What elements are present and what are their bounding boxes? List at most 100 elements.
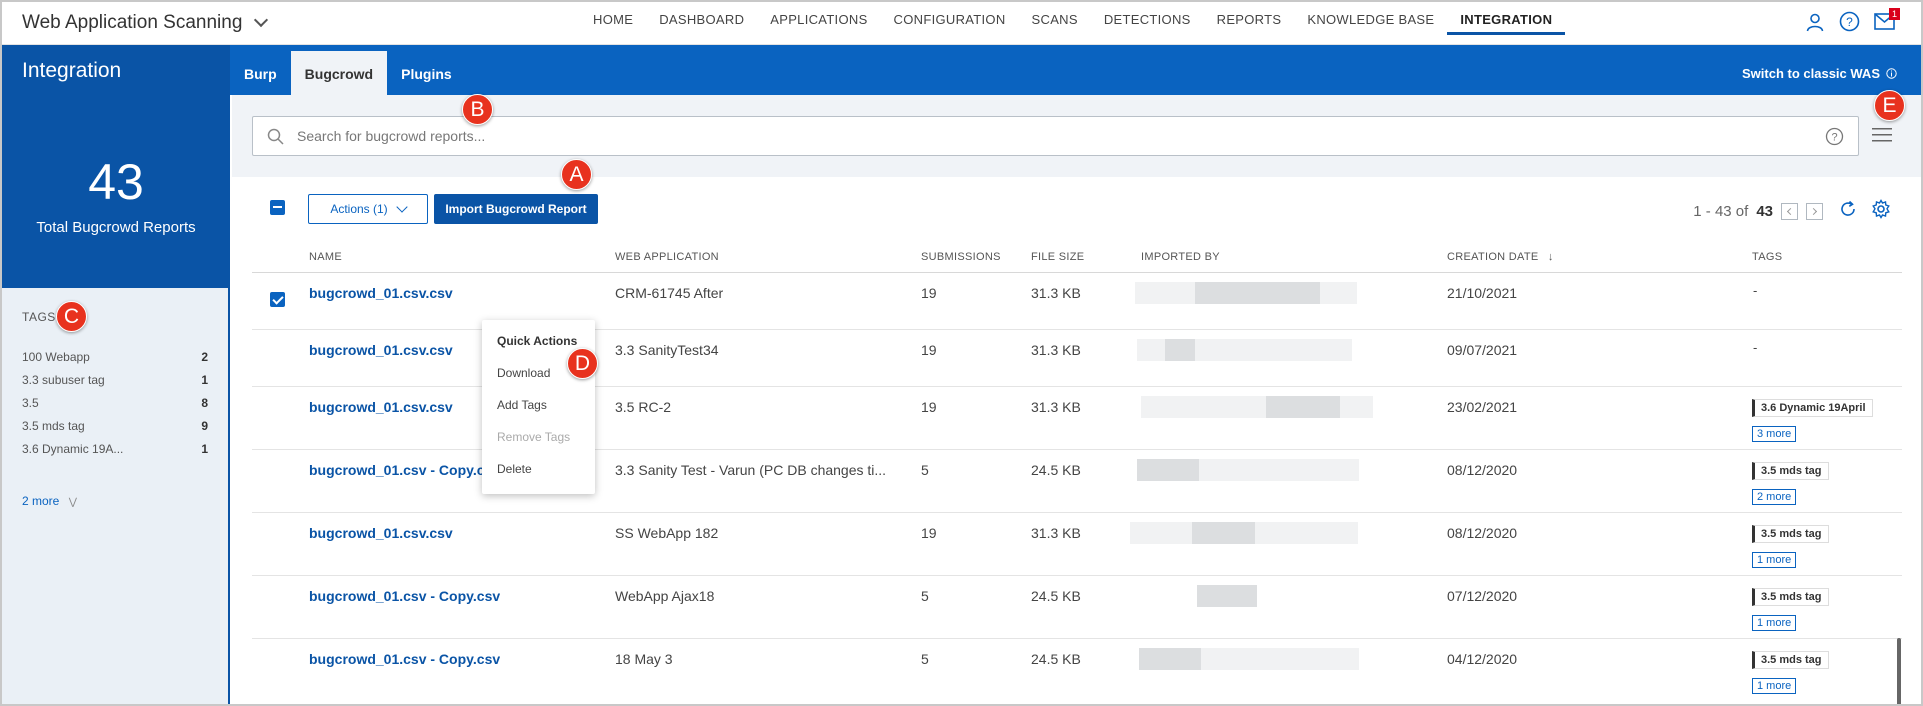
more-tags-chip[interactable]: 1 more xyxy=(1752,678,1797,694)
column-header-submissions[interactable]: SUBMISSIONS xyxy=(921,251,1001,263)
tag-count: 2 xyxy=(201,350,208,364)
table-row[interactable] xyxy=(252,273,1902,330)
nav-item-detections[interactable]: DETECTIONS xyxy=(1103,12,1191,27)
nav-item-applications[interactable]: APPLICATIONS xyxy=(770,12,868,27)
tab-bugcrowd[interactable]: Bugcrowd xyxy=(290,51,388,95)
column-header-file-size[interactable]: FILE SIZE xyxy=(1031,251,1085,263)
nav-item-home[interactable]: HOME xyxy=(593,12,634,27)
report-name-link[interactable]: bugcrowd_01.csv.csv xyxy=(309,285,453,301)
tab-plugins[interactable]: Plugins xyxy=(401,66,452,82)
table-row[interactable] xyxy=(252,450,1902,513)
tag-count: 8 xyxy=(201,396,208,410)
report-name-link[interactable]: bugcrowd_01.csv.csv xyxy=(309,525,453,541)
table-row[interactable] xyxy=(252,387,1902,450)
tag-count: 1 xyxy=(201,442,208,456)
report-name-link[interactable]: bugcrowd_01.csv.csv xyxy=(309,342,453,358)
creation-date-cell: 23/02/2021 xyxy=(1447,399,1518,415)
app-switcher[interactable]: Web Application Scanning xyxy=(22,12,269,34)
callout-b: B xyxy=(462,94,493,125)
search-input[interactable] xyxy=(297,117,1797,155)
submissions-cell: 5 xyxy=(921,588,929,604)
user-icon[interactable] xyxy=(1805,12,1825,32)
report-name-link[interactable]: bugcrowd_01.csv - Copy.csv xyxy=(309,462,501,478)
table-row[interactable] xyxy=(252,639,1902,704)
select-all-checkbox[interactable] xyxy=(270,200,285,215)
row-checkbox[interactable] xyxy=(270,292,285,307)
tag-count: 9 xyxy=(201,419,208,433)
column-header-creation-date[interactable]: CREATION DATE ↓ xyxy=(1447,251,1554,263)
submissions-cell: 19 xyxy=(921,285,937,301)
app-title: Web Application Scanning xyxy=(22,12,243,33)
redaction-block xyxy=(1266,396,1340,418)
nav-item-configuration[interactable]: CONFIGURATION xyxy=(893,12,1006,27)
redaction-block xyxy=(1139,648,1201,670)
redaction-block xyxy=(1195,282,1320,304)
nav-item-scans[interactable]: SCANS xyxy=(1031,12,1078,27)
mail-icon[interactable]: 1 xyxy=(1874,8,1900,30)
tag-label: 3.6 Dynamic 19A... xyxy=(22,442,124,456)
imported-by-redacted xyxy=(1130,522,1358,544)
gear-icon[interactable] xyxy=(1871,199,1891,223)
import-bugcrowd-report-button[interactable]: Import Bugcrowd Report xyxy=(434,194,598,224)
nav-item-dashboard[interactable]: DASHBOARD xyxy=(659,12,745,27)
report-name-link[interactable]: bugcrowd_01.csv - Copy.csv xyxy=(309,651,501,667)
column-header-web-application[interactable]: WEB APPLICATION xyxy=(615,251,719,263)
search-help-icon[interactable]: ? xyxy=(1825,127,1844,151)
table-row[interactable] xyxy=(252,576,1902,639)
column-header-tags[interactable]: TAGS xyxy=(1752,251,1783,263)
more-tags-chip[interactable]: 2 more xyxy=(1752,489,1797,505)
tag-filter-item[interactable]: 3.5 mds tag 9 xyxy=(22,419,208,433)
tag-filter-item[interactable]: 3.5 8 xyxy=(22,396,208,410)
imported-by-redacted xyxy=(1135,282,1357,304)
callout-e: E xyxy=(1874,90,1905,121)
total-reports-counter: 43 Total Bugcrowd Reports xyxy=(2,95,230,288)
report-name-link[interactable]: bugcrowd_01.csv.csv xyxy=(309,399,453,415)
nav-item-integration[interactable]: INTEGRATION xyxy=(1447,12,1566,35)
table-row[interactable] xyxy=(252,513,1902,576)
more-tags-label: 2 more xyxy=(22,494,60,508)
tag-filter-item[interactable]: 3.3 subuser tag 1 xyxy=(22,373,208,387)
table-row[interactable] xyxy=(252,330,1902,387)
creation-date-cell: 09/07/2021 xyxy=(1447,342,1518,358)
nav-item-reports[interactable]: REPORTS xyxy=(1216,12,1282,27)
more-tags-chip[interactable]: 3 more xyxy=(1752,426,1797,442)
section-title: Integration xyxy=(2,45,230,95)
top-navigation-bar: Web Application Scanning HOME DASHBOARD AP… xyxy=(2,2,1921,45)
tag-label: 3.5 xyxy=(22,396,39,410)
more-tags-link[interactable]: 2 more ⋁ xyxy=(22,494,77,508)
actions-dropdown[interactable]: Actions (1) xyxy=(308,194,428,224)
next-page-button[interactable] xyxy=(1806,202,1823,220)
quick-action-remove-tags: Remove Tags xyxy=(497,430,571,444)
tag-label: 3.3 subuser tag xyxy=(22,373,105,387)
refresh-icon[interactable] xyxy=(1839,200,1857,222)
tab-burp[interactable]: Burp xyxy=(244,66,277,82)
nav-item-knowledge-base[interactable]: KNOWLEDGE BASE xyxy=(1307,12,1435,27)
callout-c: C xyxy=(56,301,87,332)
quick-action-download[interactable]: Download xyxy=(497,366,551,380)
empty-tags: - xyxy=(1753,283,1758,298)
creation-date-cell: 08/12/2020 xyxy=(1447,525,1518,541)
search-box: ? xyxy=(252,116,1859,156)
quick-action-add-tags[interactable]: Add Tags xyxy=(497,398,547,412)
column-header-imported-by[interactable]: IMPORTED BY xyxy=(1141,251,1220,263)
more-tags-chip[interactable]: 1 more xyxy=(1752,615,1797,631)
submissions-cell: 5 xyxy=(921,462,929,478)
tag-filter-item[interactable]: 100 Webapp 2 xyxy=(22,350,208,364)
table-scrollbar[interactable] xyxy=(1897,638,1901,704)
help-icon[interactable]: ? xyxy=(1839,11,1860,32)
quick-action-delete[interactable]: Delete xyxy=(497,462,532,476)
file-size-cell: 31.3 KB xyxy=(1031,399,1081,415)
header-divider xyxy=(252,272,1902,273)
more-tags-chip[interactable]: 1 more xyxy=(1752,552,1797,568)
prev-page-button[interactable] xyxy=(1781,202,1798,220)
switch-to-classic-link[interactable]: Switch to classic WAS xyxy=(1742,66,1897,81)
submissions-cell: 5 xyxy=(921,651,929,667)
file-size-cell: 31.3 KB xyxy=(1031,525,1081,541)
tag-chip: 3.5 mds tag xyxy=(1752,588,1829,606)
column-header-name[interactable]: NAME xyxy=(309,251,342,263)
tag-filter-item[interactable]: 3.6 Dynamic 19A... 1 xyxy=(22,442,208,456)
creation-date-cell: 08/12/2020 xyxy=(1447,462,1518,478)
report-name-link[interactable]: bugcrowd_01.csv - Copy.csv xyxy=(309,588,501,604)
menu-icon[interactable] xyxy=(1872,127,1892,148)
